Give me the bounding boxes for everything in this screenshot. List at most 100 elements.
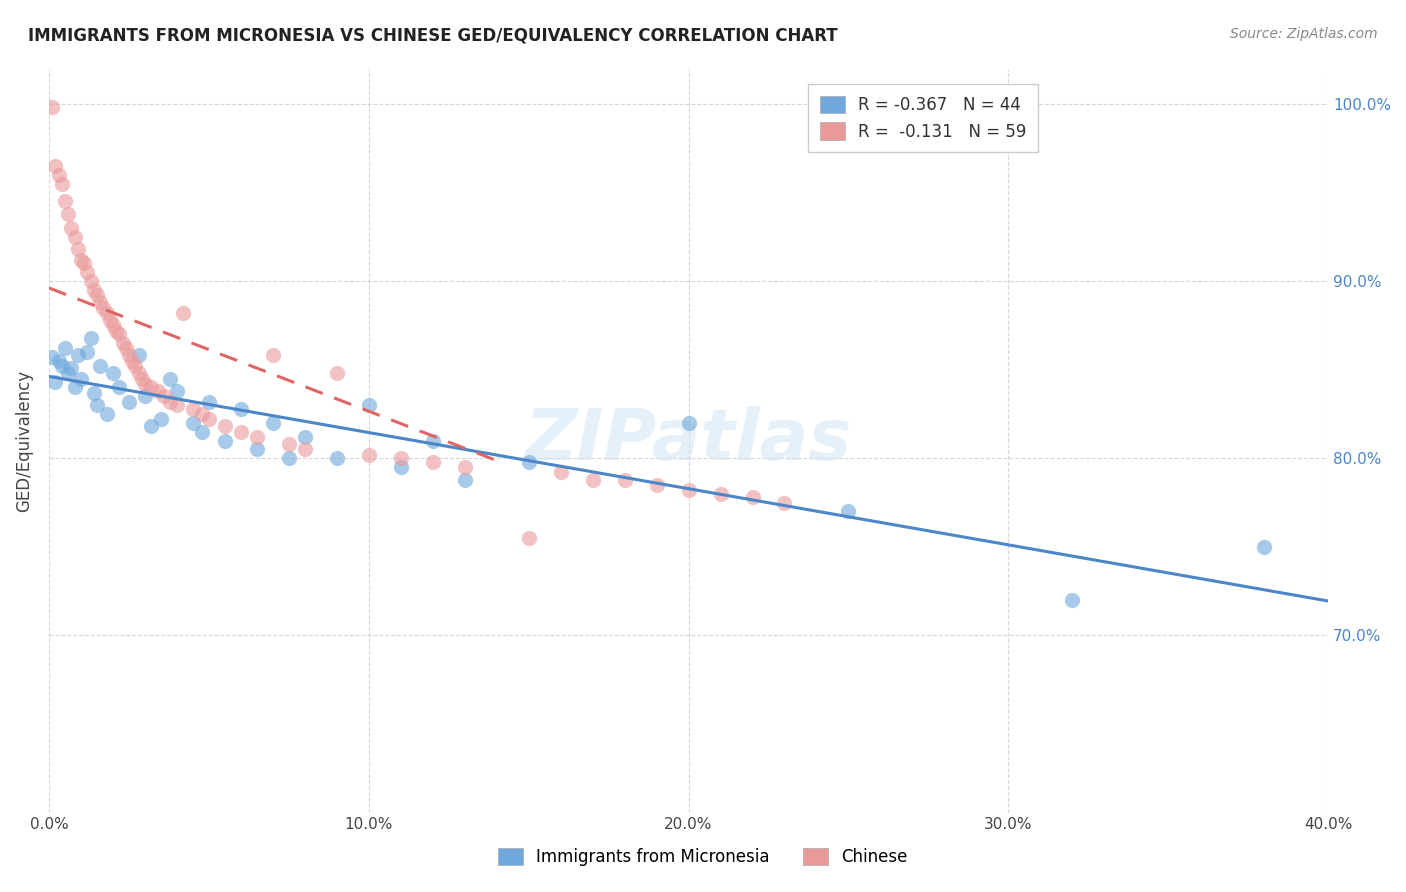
Legend: R = -0.367   N = 44, R =  -0.131   N = 59: R = -0.367 N = 44, R = -0.131 N = 59 <box>808 84 1039 153</box>
Point <box>128 349 150 363</box>
Point <box>56 366 79 380</box>
Point <box>98 313 121 327</box>
Point <box>141 380 163 394</box>
Point <box>101 366 124 380</box>
Point <box>326 451 349 466</box>
Point <box>357 398 380 412</box>
Point <box>357 448 380 462</box>
Point <box>56 207 79 221</box>
Point <box>63 380 86 394</box>
Point <box>70 371 93 385</box>
Point <box>153 389 176 403</box>
Point <box>66 349 89 363</box>
Point <box>181 416 204 430</box>
Point <box>422 434 444 448</box>
Point <box>581 473 603 487</box>
Point <box>124 359 146 373</box>
Point <box>262 416 284 430</box>
Point <box>44 375 66 389</box>
Point <box>108 327 131 342</box>
Point <box>198 412 221 426</box>
Y-axis label: GED/Equivalency: GED/Equivalency <box>15 369 32 512</box>
Point <box>454 460 477 475</box>
Point <box>83 385 105 400</box>
Point <box>53 342 76 356</box>
Point <box>134 376 156 391</box>
Point <box>159 394 181 409</box>
Point <box>678 416 700 430</box>
Point <box>277 437 299 451</box>
Point <box>181 401 204 416</box>
Point <box>79 274 101 288</box>
Point <box>131 371 153 385</box>
Point <box>51 359 73 373</box>
Point <box>108 380 131 394</box>
Point <box>166 398 188 412</box>
Point <box>128 366 150 380</box>
Point <box>118 394 141 409</box>
Point <box>159 371 181 385</box>
Point <box>172 306 194 320</box>
Point <box>454 473 477 487</box>
Point <box>73 256 96 270</box>
Point <box>66 242 89 256</box>
Point <box>83 283 105 297</box>
Point <box>214 434 236 448</box>
Point <box>63 229 86 244</box>
Point <box>96 306 118 320</box>
Point <box>389 451 412 466</box>
Point <box>645 478 668 492</box>
Point <box>53 194 76 209</box>
Point <box>262 349 284 363</box>
Point <box>191 425 214 439</box>
Point <box>166 384 188 398</box>
Point <box>89 295 111 310</box>
Point <box>105 324 128 338</box>
Point <box>48 168 70 182</box>
Point <box>389 460 412 475</box>
Point <box>101 318 124 333</box>
Point <box>118 349 141 363</box>
Legend: Immigrants from Micronesia, Chinese: Immigrants from Micronesia, Chinese <box>489 840 917 875</box>
Point <box>678 483 700 497</box>
Point <box>229 401 252 416</box>
Point <box>91 301 114 315</box>
Point <box>214 419 236 434</box>
Point <box>76 345 98 359</box>
Point <box>48 353 70 368</box>
Point <box>517 531 540 545</box>
Point <box>134 389 156 403</box>
Point <box>51 177 73 191</box>
Point <box>294 442 316 457</box>
Point <box>550 466 572 480</box>
Point <box>326 366 349 380</box>
Point <box>60 221 83 235</box>
Point <box>111 336 134 351</box>
Text: Source: ZipAtlas.com: Source: ZipAtlas.com <box>1230 27 1378 41</box>
Point <box>70 252 93 267</box>
Point <box>89 359 111 373</box>
Point <box>86 398 108 412</box>
Point <box>114 342 136 356</box>
Point <box>709 486 731 500</box>
Point <box>229 425 252 439</box>
Point <box>246 442 269 457</box>
Point <box>517 455 540 469</box>
Point <box>86 288 108 302</box>
Point <box>146 384 169 398</box>
Point <box>837 504 859 518</box>
Point <box>294 430 316 444</box>
Point <box>741 490 763 504</box>
Point <box>44 159 66 173</box>
Point <box>41 351 63 365</box>
Point <box>277 451 299 466</box>
Point <box>191 407 214 421</box>
Point <box>121 353 143 368</box>
Point <box>1253 540 1275 554</box>
Point <box>141 419 163 434</box>
Point <box>60 360 83 375</box>
Point <box>422 455 444 469</box>
Point <box>246 430 269 444</box>
Point <box>1062 593 1084 607</box>
Text: ZIPatlas: ZIPatlas <box>524 406 852 475</box>
